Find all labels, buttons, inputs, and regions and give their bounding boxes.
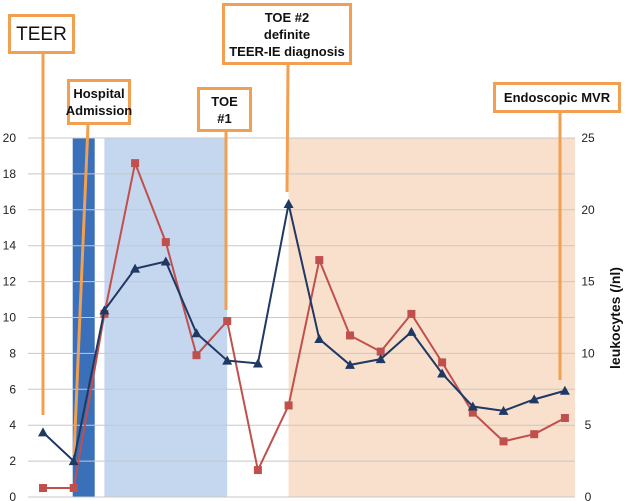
data-point-square [39,484,47,493]
data-point-triangle [252,358,263,368]
data-point-square [560,414,569,423]
annotation-connector [72,124,90,456]
data-point-triangle [68,456,79,466]
left-axis-ticks: 0 2 4 6 8 10 12 14 16 18 20 [3,131,17,501]
right-tick-label: 25 [581,131,595,145]
data-point-square [131,159,140,168]
left-tick-label: 16 [3,203,17,217]
annotation-toe-1: TOE #1 [197,87,252,132]
data-point-square [161,238,170,247]
left-tick-label: 20 [3,131,17,145]
left-tick-label: 2 [9,454,16,468]
annotation-toe-2: TOE #2 definite TEER-IE diagnosis [222,3,352,65]
series-right-line [42,203,566,464]
data-point-triangle [467,401,478,411]
right-tick-label: 5 [585,418,592,432]
data-point-square [284,401,293,410]
data-point-square [407,309,416,318]
data-point-triangle [314,334,325,344]
annotation-hospital-admission: Hospital Admission [66,79,132,125]
data-point-square [499,437,508,446]
data-point-square [468,408,477,417]
data-point-triangle [191,328,202,338]
right-tick-label: 15 [581,275,595,289]
data-point-triangle [406,326,417,336]
annotation-connector [285,64,290,193]
data-point-triangle [160,256,171,266]
left-tick-label: 8 [9,346,16,360]
data-point-square [253,466,262,475]
data-point-square [315,256,324,265]
left-tick-label: 6 [9,382,16,396]
right-axis-ticks: 0 5 10 15 20 25 [581,131,595,501]
data-point-square [376,347,385,356]
data-point-triangle [345,359,355,369]
data-point-triangle [559,385,570,395]
series-group [38,159,570,493]
data-point-square [346,331,354,340]
data-point-triangle [498,405,509,415]
data-point-square [438,358,447,367]
data-point-triangle [375,354,386,364]
left-tick-label: 12 [3,275,17,289]
right-axis-label: leukocytes (/nl) [607,267,623,369]
gridlines [28,137,575,498]
left-tick-label: 0 [9,490,16,501]
data-point-triangle [437,368,448,378]
data-point-triangle [99,305,110,315]
data-point-triangle [222,355,233,365]
data-point-triangle [38,427,48,437]
right-tick-label: 20 [581,203,595,217]
data-point-square [223,317,232,326]
left-tick-label: 18 [3,167,17,181]
left-tick-label: 14 [3,239,17,253]
left-tick-label: 4 [9,418,16,432]
data-point-triangle [130,263,141,273]
right-tick-label: 10 [581,346,595,360]
data-point-triangle [529,394,540,404]
data-point-square [530,430,539,439]
data-point-triangle [283,199,294,209]
annotation-lines [41,54,562,456]
left-tick-label: 10 [3,311,17,325]
data-point-square [192,351,201,360]
annotation-endoscopic-mvr: Endoscopic MVR [493,82,621,113]
data-point-square [69,484,78,493]
right-tick-label: 0 [585,490,592,501]
annotation-teer: TEER [8,14,75,54]
series-left-line [43,159,566,490]
